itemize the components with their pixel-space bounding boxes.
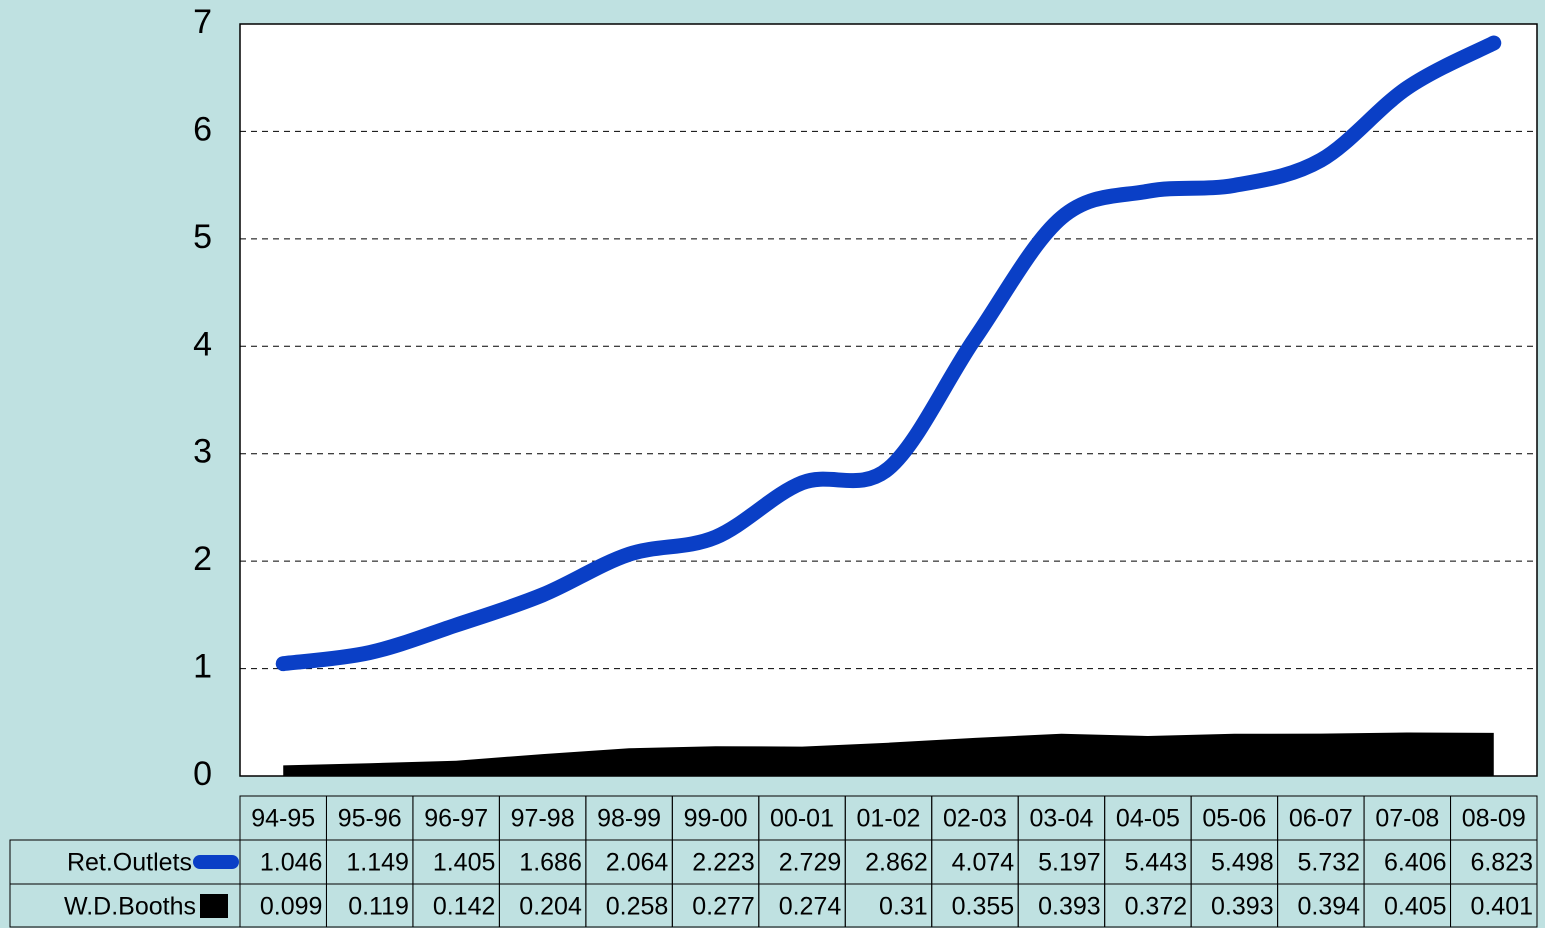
data-table-value: 6.406: [1384, 849, 1447, 877]
data-table-value: 1.149: [346, 849, 409, 877]
legend-label: W.D.Booths: [64, 893, 196, 921]
y-tick-label: 6: [193, 110, 212, 148]
data-table-value: 1.046: [260, 849, 323, 877]
data-table-value: 0.277: [692, 893, 755, 921]
x-tick-label: 98-99: [597, 805, 661, 833]
data-table-value: 0.372: [1125, 893, 1188, 921]
x-tick-label: 99-00: [684, 805, 748, 833]
x-tick-label: 96-97: [424, 805, 488, 833]
line: [275, 35, 1502, 672]
data-table-value: 0.405: [1384, 893, 1447, 921]
data-table-value: 0.142: [433, 893, 496, 921]
data-table-value: 0.099: [260, 893, 323, 921]
data-table-value: 2.729: [779, 849, 842, 877]
data-table-value: 0.393: [1211, 893, 1274, 921]
data-table-value: 0.204: [519, 893, 582, 921]
data-table-value: 4.074: [952, 849, 1015, 877]
y-tick-label: 4: [193, 325, 212, 363]
y-tick-label: 3: [193, 433, 212, 471]
data-table-value: 0.274: [779, 893, 842, 921]
x-tick-label: 06-07: [1289, 805, 1353, 833]
y-tick-label: 5: [193, 218, 212, 256]
legend-label: Ret.Outlets: [67, 849, 192, 877]
data-table-value: 5.732: [1298, 849, 1361, 877]
data-table-value: 1.686: [519, 849, 582, 877]
data-table-value: 1.405: [433, 849, 496, 877]
data-table-value: 2.862: [865, 849, 928, 877]
data-table-value: 0.393: [1038, 893, 1101, 921]
x-tick-label: 03-04: [1029, 805, 1093, 833]
x-tick-label: 07-08: [1375, 805, 1439, 833]
x-tick-label: 97-98: [511, 805, 575, 833]
x-tick-label: 05-06: [1202, 805, 1266, 833]
plot-area: [239, 23, 1538, 777]
data-table-value: 6.823: [1470, 849, 1533, 877]
x-tick-label: 01-02: [857, 805, 921, 833]
legend-key: [200, 894, 228, 918]
data-table-value: 0.31: [879, 893, 928, 921]
y-tick-label: 0: [193, 755, 212, 793]
data-table-value: 5.443: [1125, 849, 1188, 877]
x-tick-label: 94-95: [251, 805, 315, 833]
data-table-value: 2.223: [692, 849, 755, 877]
x-tick-label: 00-01: [770, 805, 834, 833]
x-tick-label: 08-09: [1462, 805, 1526, 833]
y-tick-label: 1: [193, 648, 212, 686]
area: [283, 732, 1494, 776]
data-table-value: 0.355: [952, 893, 1015, 921]
x-tick-label: 04-05: [1116, 805, 1180, 833]
y-tick-label: 7: [193, 3, 212, 41]
data-table-value: 5.197: [1038, 849, 1101, 877]
y-tick-label: 2: [193, 540, 212, 578]
data-table-value: 0.401: [1470, 893, 1533, 921]
data-table-value: 0.394: [1298, 893, 1361, 921]
table-cell: [1450, 883, 1538, 928]
x-tick-label: 02-03: [943, 805, 1007, 833]
data-table-value: 5.498: [1211, 849, 1274, 877]
data-table-value: 2.064: [606, 849, 669, 877]
data-table-value: 0.258: [606, 893, 669, 921]
data-table-value: 0.119: [348, 893, 409, 921]
x-tick-label: 95-96: [338, 805, 402, 833]
